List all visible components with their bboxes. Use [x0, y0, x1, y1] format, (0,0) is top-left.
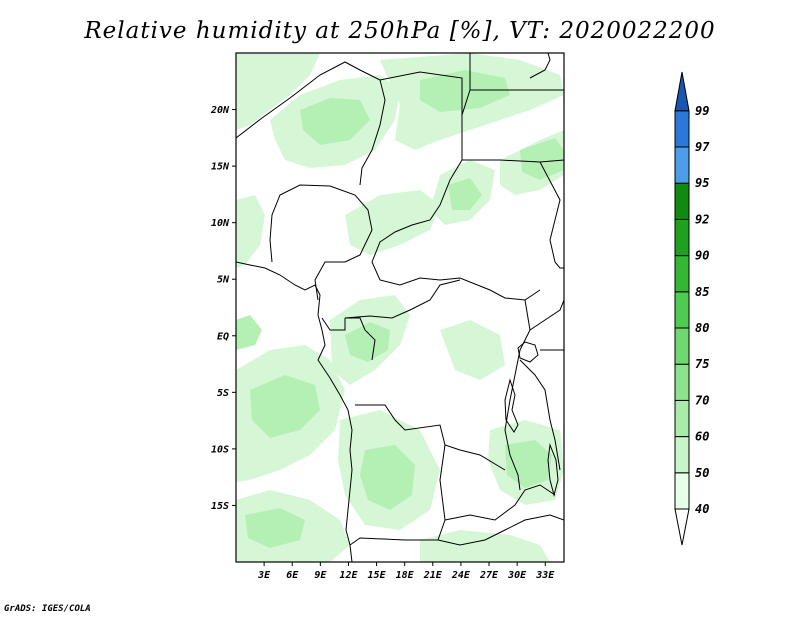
map-frame: [235, 52, 565, 563]
humid-core-southeast: [505, 440, 552, 488]
boundary-southern: [437, 514, 564, 546]
colorbar-level-label: 85: [695, 285, 709, 299]
country-boundaries: [236, 53, 564, 562]
lon-tick-label: 3E: [257, 570, 271, 581]
humid-core-southwest: [245, 508, 305, 548]
humid-core-north: [300, 98, 370, 145]
grads-credit: GrADS: IGES/COLA: [4, 604, 91, 614]
boundary-east-africa: [519, 299, 564, 471]
map-title: Relative humidity at 250hPa [%], VT: 202…: [84, 18, 716, 44]
lon-tick-label: 21E: [423, 570, 443, 581]
colorbar-level-label: 40: [695, 502, 709, 516]
humid-core-east: [520, 138, 564, 180]
lat-tick-label: 5N: [217, 275, 230, 286]
lon-tick-label: 12E: [339, 570, 358, 581]
humid-core-gulf: [236, 315, 262, 350]
boundary-sahara-north: [236, 61, 386, 186]
lon-tick-label: 18E: [396, 570, 415, 581]
colorbar-level-label: 95: [695, 176, 709, 190]
colorbar-segment: [674, 255, 690, 293]
lon-tick-label: 27E: [479, 570, 499, 581]
colorbar-upper-triangle: [674, 71, 690, 112]
boundary-drc-north: [344, 279, 461, 319]
colorbar-level-label: 92: [695, 212, 709, 226]
lake-tanganyika-outline: [504, 378, 519, 433]
humid-core-atlantic: [250, 375, 320, 438]
colorbar-level-label: 60: [695, 430, 709, 444]
colorbar-level-label: 70: [695, 393, 709, 407]
humidity-shading: [236, 53, 564, 562]
colorbar-segment: [674, 472, 690, 510]
colorbar-segment: [674, 218, 690, 257]
colorbar-segment: [674, 363, 690, 401]
colorbar-segment: [674, 291, 690, 329]
lat-tick-label: 15S: [211, 501, 229, 512]
colorbar-level-label: 99: [695, 104, 709, 118]
boundary-sudan: [462, 159, 564, 263]
lake-tana-outline: [554, 261, 564, 269]
lake-malawi-outline: [547, 443, 559, 497]
humid-core-angola: [360, 445, 415, 510]
humid-region-central-band: [345, 190, 440, 255]
humid-region-lakes: [440, 320, 505, 380]
boundary-zambia: [444, 484, 556, 521]
humid-core-sahel: [448, 178, 482, 210]
red-sea-coast: [529, 53, 551, 79]
longitude-axis: 3E 6E 9E 12E 15E 18E 21E 24E 27E 30E 33E: [257, 562, 555, 581]
lat-tick-label: 15N: [211, 162, 230, 173]
colorbar-segment: [674, 182, 690, 220]
lon-tick-label: 9E: [314, 570, 327, 581]
boundary-cameroon-gabon: [321, 317, 376, 361]
lat-tick-label: EQ: [217, 331, 229, 342]
map-panel: [235, 52, 565, 563]
boundary-niger-chad: [371, 71, 463, 263]
humid-region-west-coast: [236, 195, 265, 268]
colorbar-segment: [674, 110, 690, 148]
lon-tick-label: 6E: [286, 570, 299, 581]
colorbar-level-label: 97: [695, 140, 710, 154]
colorbar-lower-triangle: [674, 508, 690, 546]
humid-region-northwest: [236, 53, 320, 130]
humid-core-northeast: [420, 70, 510, 112]
colorbar-level-label: 80: [695, 321, 709, 335]
lon-tick-label: 33E: [535, 570, 555, 581]
boundary-nigeria: [269, 184, 373, 301]
lon-tick-label: 24E: [451, 570, 471, 581]
lat-tick-label: 10S: [211, 444, 229, 455]
colorbar: 40 50 60 70 75 80 85 90 92 95 97 99: [674, 71, 710, 546]
humid-core-congo: [345, 322, 390, 362]
colorbar-level-label: 50: [695, 466, 709, 480]
boundary-drc-east: [504, 299, 531, 491]
colorbar-segment: [674, 146, 690, 184]
colorbar-level-label: 75: [695, 357, 709, 371]
latitude-axis: 20N 15N 10N 5N EQ 5S 10S 15S: [210, 105, 236, 512]
colorbar-level-label: 90: [695, 249, 709, 263]
humid-region-southern-coast: [420, 530, 550, 562]
colorbar-segment: [674, 436, 690, 474]
lat-tick-label: 10N: [211, 218, 230, 229]
colorbar-segment: [674, 399, 690, 438]
boundary-drc-south: [355, 404, 506, 471]
colorbar-segment: [674, 327, 690, 365]
lat-tick-label: 5S: [217, 388, 229, 399]
lon-tick-label: 30E: [507, 570, 527, 581]
lake-victoria-outline: [517, 341, 539, 363]
boundary-car: [371, 261, 541, 301]
lat-tick-label: 20N: [210, 105, 230, 116]
coastline-west-africa: [236, 261, 353, 562]
lon-tick-label: 15E: [368, 570, 387, 581]
boundary-libya-egypt: [461, 53, 564, 116]
